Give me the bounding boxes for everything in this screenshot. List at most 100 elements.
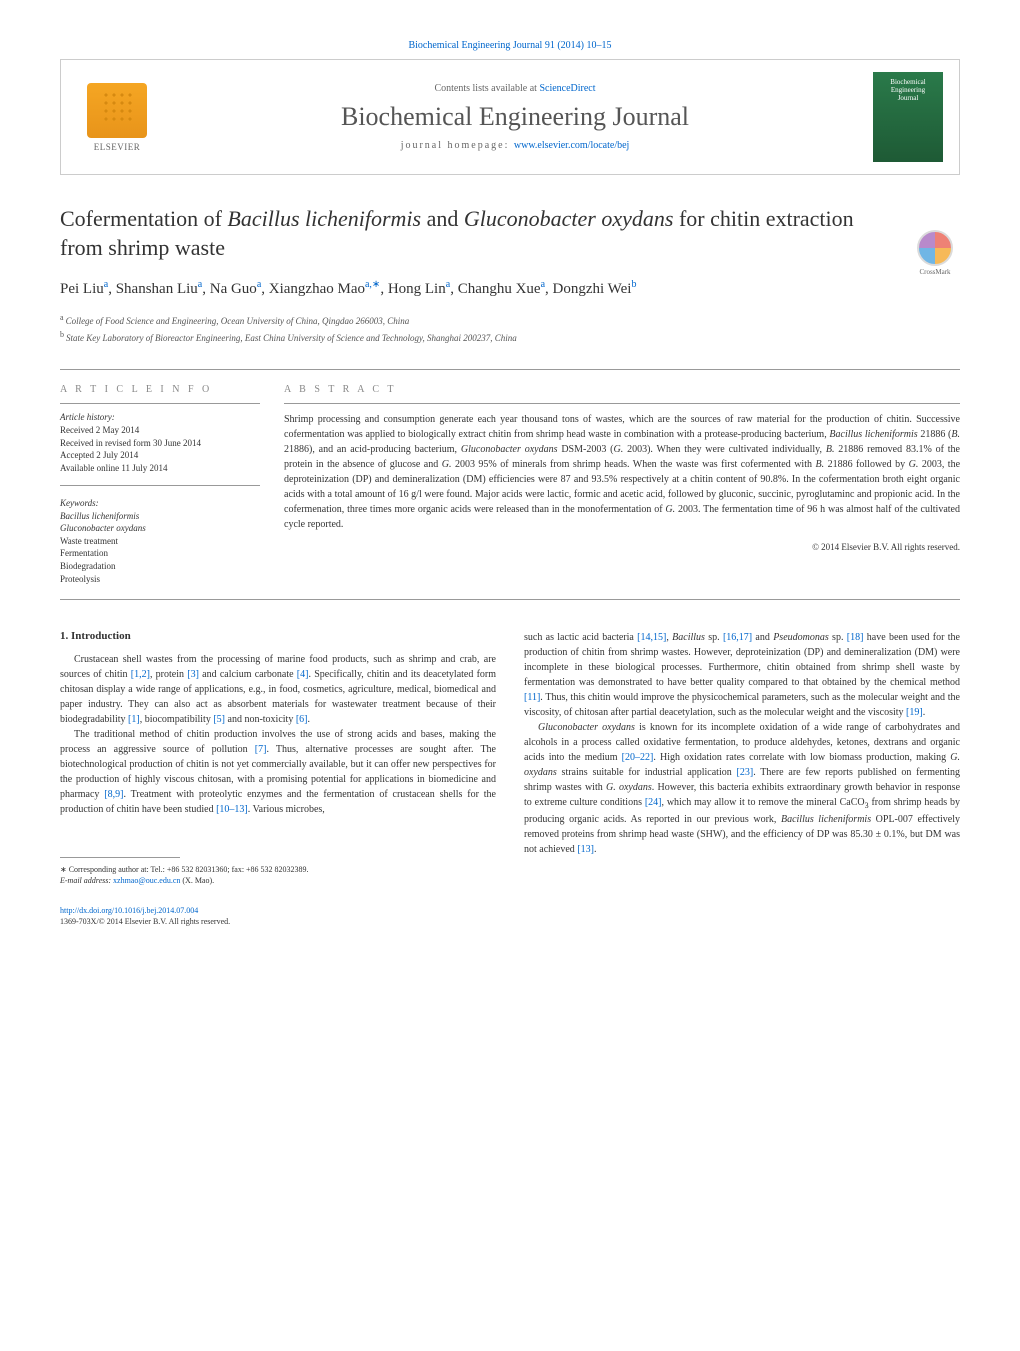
abstract-text: Shrimp processing and consumption genera… <box>284 412 960 532</box>
keyword: Fermentation <box>60 547 260 560</box>
issn-copyright: 1369-703X/© 2014 Elsevier B.V. All right… <box>60 916 496 927</box>
journal-homepage: journal homepage: www.elsevier.com/locat… <box>157 140 873 151</box>
corresponding-author-footnote: ∗ Corresponding author at: Tel.: +86 532… <box>60 864 496 886</box>
author: Xiangzhao Mao <box>269 281 365 297</box>
authors-list: Pei Liua, Shanshan Liua, Na Guoa, Xiangz… <box>60 278 960 300</box>
citation-link[interactable]: [7] <box>255 744 267 755</box>
body-columns: 1. Introduction Crustacean shell wastes … <box>60 630 960 927</box>
citation-link[interactable]: [1] <box>128 714 140 725</box>
divider-bottom <box>60 599 960 600</box>
citation-link[interactable]: [11] <box>524 692 540 703</box>
author-affiliation-sup: a <box>104 279 108 290</box>
keywords-block: Keywords: Bacillus licheniformisGluconob… <box>60 498 260 586</box>
author-affiliation-sup: a <box>541 279 545 290</box>
column-left: 1. Introduction Crustacean shell wastes … <box>60 630 496 927</box>
body-para: Gluconobacter oxydans is known for its i… <box>524 720 960 857</box>
abstract-block: A B S T R A C T Shrimp processing and co… <box>284 384 960 585</box>
journal-header-box: ELSEVIER Contents lists available at Sci… <box>60 59 960 175</box>
title-em2: Gluconobacter oxydans <box>464 206 674 231</box>
section-1-heading: 1. Introduction <box>60 630 496 642</box>
citation-link[interactable]: [10–13] <box>216 804 248 815</box>
citation-link[interactable]: [19] <box>906 707 923 718</box>
author-affiliation-sup: a <box>257 279 261 290</box>
article-title: Cofermentation of Bacillus licheniformis… <box>60 205 960 262</box>
body-para: The traditional method of chitin product… <box>60 727 496 817</box>
info-abstract-row: A R T I C L E I N F O Article history: R… <box>60 370 960 599</box>
accepted-date: Accepted 2 July 2014 <box>60 449 260 462</box>
online-date: Available online 11 July 2014 <box>60 462 260 475</box>
column-right: such as lactic acid bacteria [14,15], Ba… <box>524 630 960 927</box>
crossmark-label: CrossMark <box>919 268 950 276</box>
citation-link[interactable]: [8,9] <box>104 789 123 800</box>
author: Na Guo <box>210 281 257 297</box>
author-affiliation-sup: a <box>446 279 450 290</box>
citation-link[interactable]: [16,17] <box>723 632 752 643</box>
journal-name: Biochemical Engineering Journal <box>157 102 873 132</box>
sciencedirect-link[interactable]: ScienceDirect <box>539 83 595 94</box>
title-pre: Cofermentation of <box>60 206 227 231</box>
info-divider <box>60 403 260 404</box>
crossmark-icon <box>917 230 953 266</box>
citation-link[interactable]: [14,15] <box>637 632 666 643</box>
journal-cover-thumbnail: Biochemical Engineering Journal <box>873 72 943 162</box>
email-link[interactable]: xzhmao@ouc.edu.cn <box>113 876 180 885</box>
author: Shanshan Liu <box>116 281 198 297</box>
keywords-label: Keywords: <box>60 498 260 508</box>
email-line: E-mail address: xzhmao@ouc.edu.cn (X. Ma… <box>60 875 496 886</box>
elsevier-tree-icon <box>87 83 147 138</box>
affiliations: a College of Food Science and Engineerin… <box>60 312 960 345</box>
article-info-heading: A R T I C L E I N F O <box>60 384 260 395</box>
author-affiliation-sup: a,∗ <box>365 279 380 290</box>
journal-ref: Biochemical Engineering Journal 91 (2014… <box>60 40 960 51</box>
citation-link[interactable]: [20–22] <box>622 752 654 763</box>
received-date: Received 2 May 2014 <box>60 424 260 437</box>
contents-prefix: Contents lists available at <box>434 83 539 94</box>
keyword: Proteolysis <box>60 573 260 586</box>
doi-link[interactable]: http://dx.doi.org/10.1016/j.bej.2014.07.… <box>60 905 496 916</box>
keyword: Bacillus licheniformis <box>60 510 260 523</box>
title-em1: Bacillus licheniformis <box>227 206 421 231</box>
info-divider-2 <box>60 485 260 486</box>
citation-link[interactable]: [18] <box>847 632 864 643</box>
header-center: Contents lists available at ScienceDirec… <box>157 83 873 151</box>
cover-line3: Journal <box>898 94 919 102</box>
email-suffix: (X. Mao). <box>180 876 214 885</box>
citation-link[interactable]: [24] <box>645 797 662 808</box>
keyword: Gluconobacter oxydans <box>60 522 260 535</box>
contents-line: Contents lists available at ScienceDirec… <box>157 83 873 94</box>
keyword: Biodegradation <box>60 560 260 573</box>
article-info-block: A R T I C L E I N F O Article history: R… <box>60 384 260 585</box>
abstract-heading: A B S T R A C T <box>284 384 960 395</box>
footnote-divider <box>60 857 180 858</box>
doi-block: http://dx.doi.org/10.1016/j.bej.2014.07.… <box>60 905 496 927</box>
citation-link[interactable]: [1,2] <box>131 669 150 680</box>
author-affiliation-sup: a <box>198 279 202 290</box>
citation-link[interactable]: [5] <box>213 714 225 725</box>
affiliation: a College of Food Science and Engineerin… <box>60 312 960 329</box>
corr-author-line: ∗ Corresponding author at: Tel.: +86 532… <box>60 864 496 875</box>
email-label: E-mail address: <box>60 876 113 885</box>
citation-link[interactable]: [6] <box>296 714 308 725</box>
abstract-copyright: © 2014 Elsevier B.V. All rights reserved… <box>284 542 960 552</box>
elsevier-logo: ELSEVIER <box>77 77 157 157</box>
title-mid: and <box>421 206 464 231</box>
citation-link[interactable]: [3] <box>187 669 199 680</box>
author: Pei Liu <box>60 281 104 297</box>
homepage-link[interactable]: www.elsevier.com/locate/bej <box>514 140 629 151</box>
citation-link[interactable]: [4] <box>297 669 309 680</box>
affiliation: b State Key Laboratory of Bioreactor Eng… <box>60 329 960 346</box>
author: Hong Lin <box>388 281 446 297</box>
abstract-divider <box>284 403 960 404</box>
keyword: Waste treatment <box>60 535 260 548</box>
author-affiliation-sup: b <box>631 279 636 290</box>
author: Dongzhi Wei <box>553 281 632 297</box>
citation-link[interactable]: [13] <box>577 844 594 855</box>
cover-line2: Engineering <box>891 86 925 94</box>
citation-link[interactable]: [23] <box>737 767 754 778</box>
homepage-prefix: journal homepage: <box>401 140 514 151</box>
revised-date: Received in revised form 30 June 2014 <box>60 437 260 450</box>
author: Changhu Xue <box>458 281 541 297</box>
crossmark-badge[interactable]: CrossMark <box>910 230 960 280</box>
body-para: Crustacean shell wastes from the process… <box>60 652 496 727</box>
elsevier-label: ELSEVIER <box>94 142 141 152</box>
